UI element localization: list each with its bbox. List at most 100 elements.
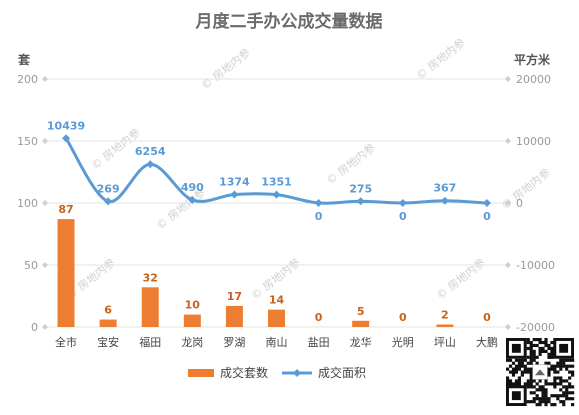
- qr-module: [529, 367, 533, 371]
- qr-module: [571, 397, 575, 401]
- qr-module: [556, 364, 560, 368]
- qr-module: [544, 343, 548, 348]
- line-value-label: 1351: [261, 176, 292, 189]
- qr-module: [565, 391, 569, 395]
- bar-value-label: 14: [269, 294, 285, 307]
- qr-module: [535, 403, 539, 407]
- qr-module: [535, 355, 539, 359]
- qr-module: [523, 370, 527, 374]
- watermark-text: © 房地内参: [433, 255, 488, 302]
- watermark-text: © 房地内参: [413, 35, 468, 82]
- right-axis-unit: 平方米: [514, 52, 551, 67]
- line-point: [272, 190, 281, 199]
- qr-module: [541, 391, 545, 395]
- qr-module: [532, 338, 536, 342]
- qr-finder: [559, 343, 569, 353]
- qr-module: [532, 358, 536, 362]
- qr-module: [523, 382, 527, 386]
- qr-module: [529, 349, 533, 353]
- qr-module: [538, 352, 542, 356]
- qr-module: [514, 382, 519, 386]
- qr-module: [550, 355, 554, 359]
- right-tick-label: -20000: [516, 321, 555, 334]
- bar: [436, 324, 454, 327]
- qr-module: [526, 361, 530, 365]
- qr-module: [517, 361, 521, 365]
- qr-module: [538, 340, 542, 345]
- line-point: [188, 195, 197, 204]
- qr-module: [547, 346, 551, 351]
- left-axis-unit: 套: [17, 52, 31, 67]
- qr-module: [520, 364, 524, 368]
- category-label: 龙岗: [181, 336, 203, 349]
- qr-module: [532, 352, 536, 356]
- qr-module: [553, 370, 557, 374]
- qr-module: [544, 391, 548, 395]
- qr-module: [568, 391, 572, 395]
- qr-module: [529, 385, 533, 389]
- qr-module: [511, 367, 516, 371]
- qr-module: [565, 358, 569, 362]
- tick-marker: [42, 138, 48, 144]
- qr-logo-mark: [534, 369, 546, 376]
- qr-module: [568, 382, 572, 386]
- bar-value-label: 0: [399, 311, 407, 324]
- qr-module: [529, 355, 533, 359]
- category-label: 坪山: [434, 336, 456, 349]
- left-tick-label: 0: [31, 321, 38, 334]
- bar-value-label: 2: [441, 309, 449, 322]
- right-axis-ticks: -20000 -10000 0 10000 20000: [516, 73, 555, 334]
- qr-module: [547, 361, 551, 365]
- qr-module: [541, 400, 545, 404]
- qr-module: [529, 343, 533, 348]
- qr-module: [556, 397, 560, 401]
- qr-module: [526, 370, 530, 374]
- category-label: 盐田: [308, 336, 330, 349]
- qr-module: [559, 358, 563, 362]
- qr-module: [526, 346, 530, 351]
- qr-module: [532, 391, 536, 395]
- line-value-label: 367: [433, 182, 456, 195]
- qr-module: [541, 340, 545, 345]
- tick-marker: [42, 200, 48, 206]
- qr-module: [547, 355, 551, 359]
- qr-module: [571, 403, 575, 407]
- qr-module: [514, 370, 519, 374]
- line-point: [230, 190, 239, 199]
- qr-module: [535, 338, 539, 342]
- qr-module: [550, 346, 554, 351]
- category-label: 光明: [392, 335, 414, 349]
- qr-module: [562, 394, 566, 398]
- qr-module: [538, 400, 542, 404]
- qr-module: [538, 388, 542, 392]
- qr-module: [526, 340, 530, 345]
- qr-module: [544, 338, 548, 342]
- bar: [183, 314, 201, 327]
- bar-series: [57, 219, 454, 327]
- left-axis-ticks: 0 50 100 150 200: [17, 73, 38, 334]
- qr-module: [535, 343, 539, 348]
- qr-module: [511, 370, 516, 374]
- qr-module: [559, 382, 563, 386]
- qr-module: [553, 367, 557, 371]
- left-tick-label: 100: [17, 197, 38, 210]
- qr-module: [508, 358, 513, 362]
- category-label: 龙华: [350, 335, 372, 349]
- qr-module: [517, 379, 521, 383]
- qr-module: [514, 367, 519, 371]
- qr-module: [559, 388, 563, 392]
- qr-module: [529, 361, 533, 365]
- qr-module: [562, 364, 566, 368]
- qr-module: [541, 346, 545, 351]
- right-tick-label: 20000: [516, 73, 551, 86]
- qr-module: [565, 394, 569, 398]
- qr-module: [571, 373, 575, 377]
- qr-module: [517, 376, 521, 380]
- qr-module: [547, 370, 551, 374]
- qr-module: [506, 379, 510, 383]
- bar-value-label: 32: [143, 271, 158, 284]
- bar-value-label: 5: [357, 305, 365, 318]
- qr-module: [562, 391, 566, 395]
- qr-module: [508, 379, 513, 383]
- qr-module: [526, 367, 530, 371]
